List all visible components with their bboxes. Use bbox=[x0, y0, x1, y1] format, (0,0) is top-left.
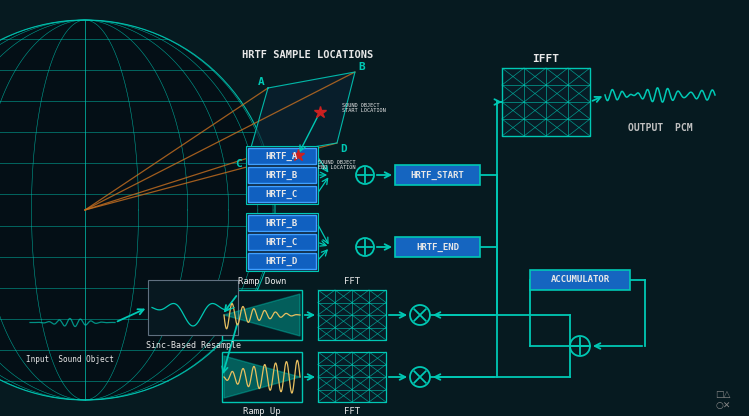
FancyBboxPatch shape bbox=[148, 280, 238, 335]
Text: HRTF_A: HRTF_A bbox=[266, 151, 298, 161]
FancyBboxPatch shape bbox=[318, 290, 386, 340]
Text: B: B bbox=[359, 62, 366, 72]
FancyBboxPatch shape bbox=[248, 253, 316, 269]
Text: HRTF_END: HRTF_END bbox=[416, 243, 459, 252]
Text: HRTF SAMPLE LOCATIONS: HRTF SAMPLE LOCATIONS bbox=[243, 50, 374, 60]
Text: Ramp Down: Ramp Down bbox=[238, 277, 286, 285]
Text: Ramp Up: Ramp Up bbox=[243, 406, 281, 416]
Text: HRTF_D: HRTF_D bbox=[266, 256, 298, 265]
Text: A: A bbox=[258, 77, 264, 87]
Text: SOUND OBJECT
START LOCATION: SOUND OBJECT START LOCATION bbox=[342, 103, 386, 114]
Text: HRTF_C: HRTF_C bbox=[266, 189, 298, 198]
FancyBboxPatch shape bbox=[318, 352, 386, 402]
Polygon shape bbox=[224, 356, 300, 398]
Text: Sinc-Based Resample: Sinc-Based Resample bbox=[145, 341, 240, 349]
Text: ACCUMULATOR: ACCUMULATOR bbox=[551, 275, 610, 285]
Polygon shape bbox=[248, 72, 355, 158]
FancyBboxPatch shape bbox=[248, 167, 316, 183]
Text: C: C bbox=[236, 159, 243, 169]
FancyBboxPatch shape bbox=[248, 148, 316, 164]
FancyBboxPatch shape bbox=[222, 352, 302, 402]
Text: D: D bbox=[341, 144, 348, 154]
FancyBboxPatch shape bbox=[395, 237, 480, 257]
Text: SOUND OBJECT
END LOCATION: SOUND OBJECT END LOCATION bbox=[318, 160, 356, 171]
Text: HRTF_B: HRTF_B bbox=[266, 218, 298, 228]
Polygon shape bbox=[224, 294, 300, 336]
Text: HRTF_B: HRTF_B bbox=[266, 171, 298, 180]
Text: FFT: FFT bbox=[344, 406, 360, 416]
FancyBboxPatch shape bbox=[530, 270, 630, 290]
FancyBboxPatch shape bbox=[248, 234, 316, 250]
Circle shape bbox=[0, 20, 275, 400]
Text: Input  Sound Object: Input Sound Object bbox=[26, 356, 114, 364]
Text: IFFT: IFFT bbox=[533, 54, 560, 64]
FancyBboxPatch shape bbox=[222, 290, 302, 340]
FancyBboxPatch shape bbox=[246, 146, 318, 204]
Text: HRTF_START: HRTF_START bbox=[410, 171, 464, 180]
FancyBboxPatch shape bbox=[246, 213, 318, 271]
FancyBboxPatch shape bbox=[395, 165, 480, 185]
FancyBboxPatch shape bbox=[248, 215, 316, 231]
FancyBboxPatch shape bbox=[502, 68, 590, 136]
FancyBboxPatch shape bbox=[248, 186, 316, 202]
Text: FFT: FFT bbox=[344, 277, 360, 285]
Text: HRTF_C: HRTF_C bbox=[266, 238, 298, 247]
Text: OUTPUT  PCM: OUTPUT PCM bbox=[628, 123, 692, 133]
Text: □△
○✕: □△ ○✕ bbox=[715, 390, 731, 410]
